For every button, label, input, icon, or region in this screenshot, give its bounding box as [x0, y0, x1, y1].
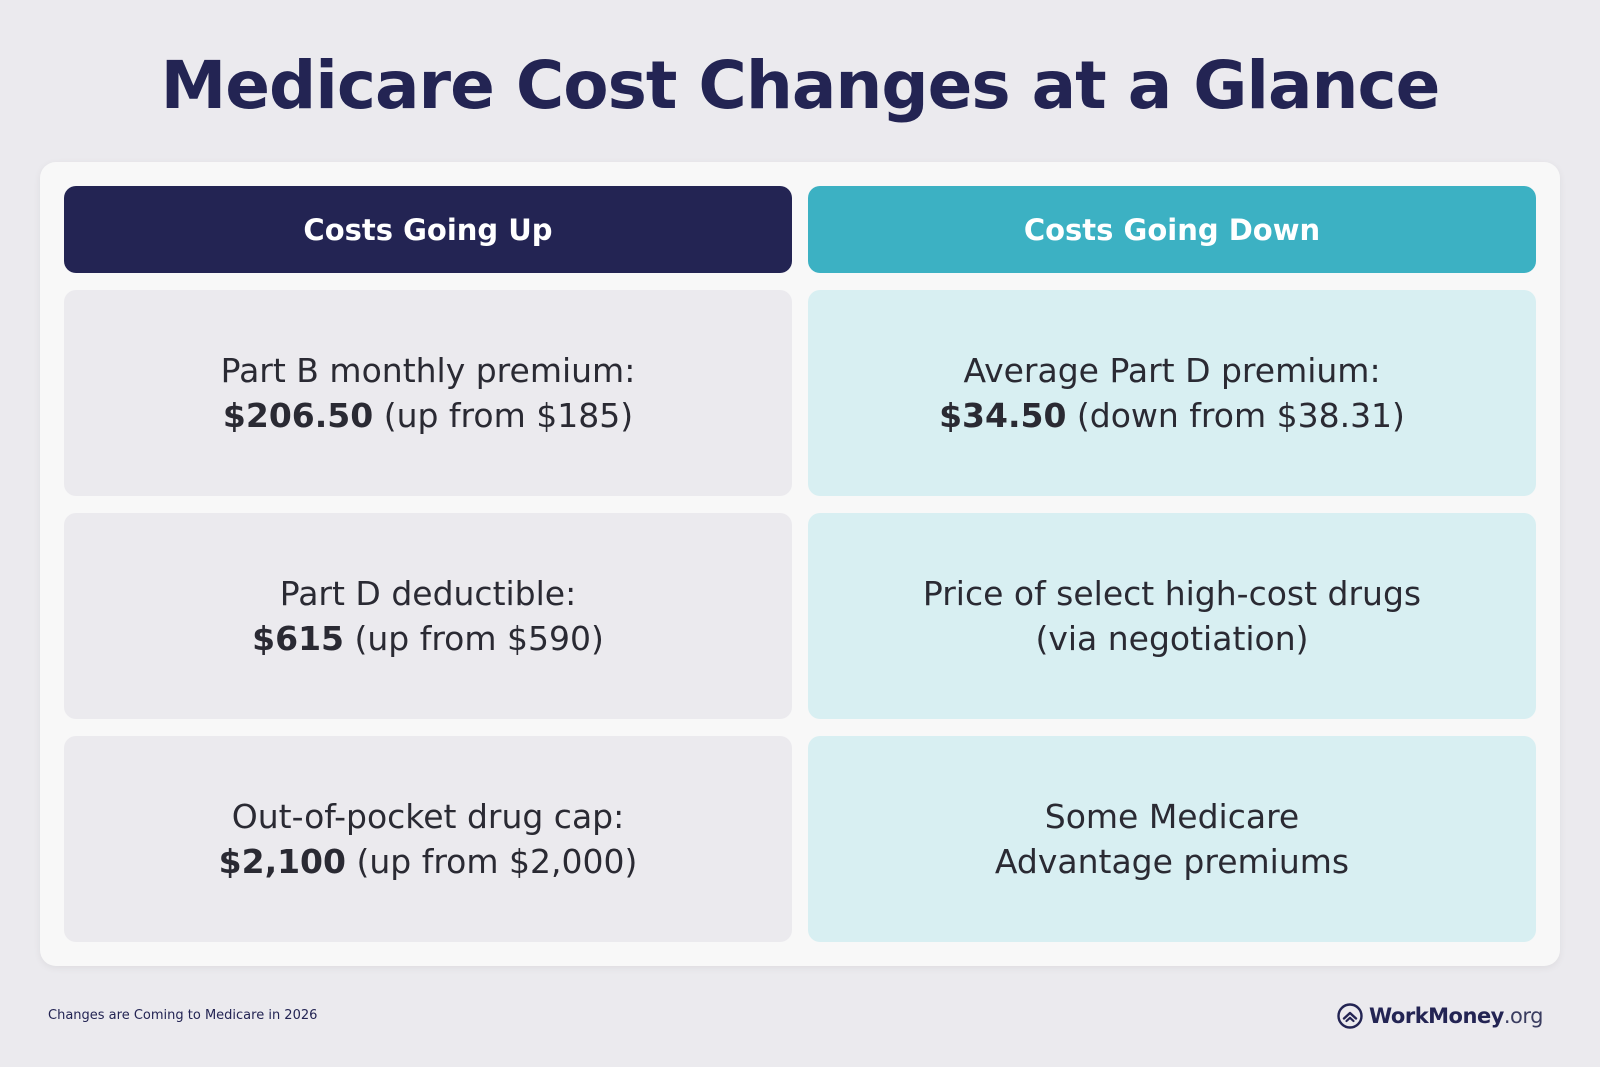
item-value-line: $34.50 (down from $38.31) — [939, 393, 1405, 438]
item-note: (down from $38.31) — [1066, 396, 1405, 435]
cost-down-item: Price of select high-cost drugs (via neg… — [808, 513, 1536, 719]
item-label: Part B monthly premium: — [220, 351, 636, 390]
workmoney-logo-icon — [1337, 1003, 1363, 1029]
brand-logo: WorkMoney .org — [1337, 1000, 1544, 1032]
item-value: $34.50 — [939, 396, 1067, 435]
item-note: (up from $2,000) — [345, 842, 638, 881]
brand-tld: .org — [1503, 1004, 1544, 1028]
item-value: $206.50 — [222, 396, 374, 435]
costs-down-header: Costs Going Down — [808, 186, 1536, 273]
cost-down-item: Some Medicare Advantage premiums — [808, 736, 1536, 942]
cost-up-item: Out-of-pocket drug cap: $2,100 (up from … — [64, 736, 792, 942]
item-note: (up from $185) — [373, 396, 634, 435]
item-text-line-2: (via negotiation) — [1035, 619, 1309, 658]
item-value: $615 — [252, 619, 344, 658]
item-text-line-1: Price of select high-cost drugs — [922, 574, 1422, 613]
cost-down-item: Average Part D premium: $34.50 (down fro… — [808, 290, 1536, 496]
page-title: Medicare Cost Changes at a Glance — [160, 47, 1441, 124]
brand-name: WorkMoney — [1369, 1004, 1504, 1028]
item-note: (up from $590) — [344, 619, 604, 658]
item-value-line: $615 (up from $590) — [252, 616, 604, 661]
item-value-line: $206.50 (up from $185) — [223, 393, 633, 438]
comparison-table: Costs Going Up Costs Going Down Part B m… — [40, 162, 1560, 966]
item-value: $2,100 — [218, 842, 346, 881]
cost-up-item: Part D deductible: $615 (up from $590) — [64, 513, 792, 719]
item-label: Average Part D premium: — [963, 351, 1381, 390]
item-label: Out-of-pocket drug cap: — [231, 797, 625, 836]
cost-up-item: Part B monthly premium: $206.50 (up from… — [64, 290, 792, 496]
item-text-line-1: Some Medicare — [1044, 797, 1300, 836]
item-text-line-2: Advantage premiums — [994, 842, 1350, 881]
costs-up-header: Costs Going Up — [64, 186, 792, 273]
item-label: Part D deductible: — [279, 574, 577, 613]
footer-note: Changes are Coming to Medicare in 2026 — [48, 1008, 318, 1023]
item-value-line: $2,100 (up from $2,000) — [219, 839, 638, 884]
